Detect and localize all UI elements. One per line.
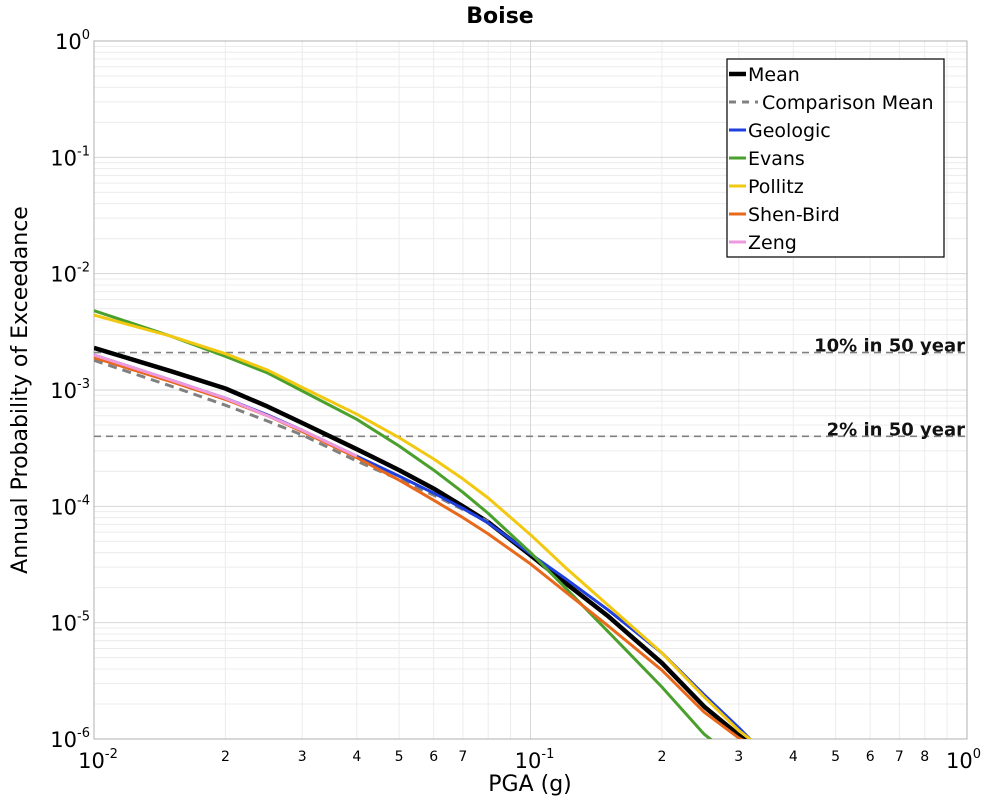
legend-label-shen-bird: Shen-Bird	[748, 204, 840, 226]
y-tick-label-exp: -6	[77, 726, 90, 741]
x-axis-label: PGA (g)	[488, 772, 572, 797]
x-tick-label-base: 10	[946, 749, 973, 773]
y-tick-label-base: 10	[50, 379, 77, 403]
reference-lines: 10% in 50 year 2% in 50 year	[94, 336, 967, 440]
x-minor-tick-label: 7	[895, 749, 904, 765]
x-minor-tick-label: 5	[395, 749, 404, 765]
y-tick-label-exp: -5	[77, 610, 90, 625]
reference-line-label: 2% in 50 year	[827, 419, 965, 440]
y-tick-label: 10-1	[50, 144, 90, 170]
x-minor-tick-label: 2	[657, 749, 666, 765]
y-tick-label-base: 10	[50, 728, 77, 752]
legend-label-geologic: Geologic	[748, 120, 831, 142]
series-line-geologic	[94, 353, 753, 739]
plot-frame	[93, 40, 968, 740]
series-lines	[94, 309, 753, 739]
x-minor-tick-label: 7	[458, 749, 467, 765]
y-axis-label: Annual Probability of Exceedance	[8, 206, 33, 574]
y-tick-label-base: 10	[50, 263, 77, 287]
y-tick-label-exp: -2	[77, 261, 90, 276]
y-tick-label-exp: -3	[77, 377, 90, 392]
legend-label-zeng: Zeng	[748, 232, 797, 254]
series-line-mean	[94, 345, 751, 739]
y-tick-label-exp: -1	[77, 144, 90, 159]
legend-label-comparison-mean: Comparison Mean	[762, 92, 934, 114]
legend-label-pollitz: Pollitz	[748, 176, 804, 198]
x-minor-tick-label: 3	[734, 749, 743, 765]
x-minor-tick-label: 8	[920, 749, 929, 765]
y-tick-label-base: 10	[50, 612, 77, 636]
x-tick-label-exp: -1	[541, 747, 554, 762]
y-tick-label-exp: 0	[82, 28, 90, 43]
y-tick-label-base: 10	[50, 495, 77, 519]
x-minor-tick-label: 4	[352, 749, 361, 765]
series-line-evans	[94, 309, 713, 739]
legend-box	[726, 58, 945, 258]
y-tick-label-exp: -4	[77, 493, 90, 508]
y-tick-label: 10-2	[50, 261, 90, 287]
x-tick-label-base: 10	[515, 749, 542, 773]
legend-label-evans: Evans	[748, 148, 805, 170]
legend-label-mean: Mean	[748, 64, 800, 86]
y-tick-label: 10-4	[50, 493, 90, 519]
x-minor-tick-label: 2	[221, 749, 230, 765]
y-tick-label-base: 10	[50, 146, 77, 170]
x-tick-label: 100	[946, 747, 981, 773]
y-tick-label: 100	[55, 28, 90, 54]
y-tick-label-base: 10	[55, 30, 82, 54]
x-tick-label-base: 10	[78, 749, 105, 773]
series-line-zeng	[94, 353, 358, 458]
x-minor-tick-label: 6	[429, 749, 438, 765]
x-minor-tick-label: 4	[789, 749, 798, 765]
x-minor-tick-label: 5	[831, 749, 840, 765]
x-minor-tick-label: 6	[866, 749, 875, 765]
x-minor-tick-label: 3	[298, 749, 307, 765]
x-tick-label: 10-1	[515, 747, 555, 773]
y-tick-label: 10-3	[50, 377, 90, 403]
reference-line-label: 10% in 50 year	[814, 336, 965, 357]
y-tick-label: 10-6	[50, 726, 90, 752]
x-tick-label-exp: 0	[973, 747, 981, 762]
y-tick-label: 10-5	[50, 610, 90, 636]
series-line-pollitz	[94, 313, 752, 739]
chart-title: Boise	[466, 4, 533, 29]
legend: Mean Comparison Mean Geologic Evans Pollitz S…	[726, 58, 945, 258]
x-tick-label: 10-2	[78, 747, 118, 773]
x-tick-label-exp: -2	[105, 747, 118, 762]
